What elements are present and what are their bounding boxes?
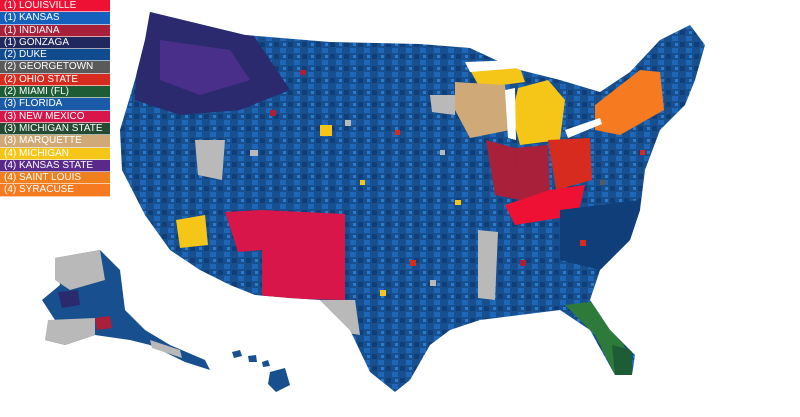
speckle (410, 260, 416, 266)
region-nevada-gray (195, 140, 225, 180)
region-california-yellow (176, 215, 208, 248)
lake-erie (565, 118, 602, 138)
speckle (600, 180, 605, 185)
legend-item-kansas: (1) KANSAS (0, 12, 110, 25)
region-michigan (512, 80, 565, 145)
speckle (250, 150, 258, 156)
region-ohio (548, 138, 592, 190)
speckle (440, 150, 445, 155)
region-plains-gray (430, 95, 455, 115)
legend-item-marquette: (3) MARQUETTE (0, 135, 110, 148)
legend-item-louisville: (1) LOUISVILLE (0, 0, 110, 13)
region-southeast-duke (560, 200, 640, 270)
legend-item-duke: (2) DUKE (0, 49, 110, 62)
speckle (345, 120, 351, 126)
lake-michigan (505, 88, 516, 140)
region-wisconsin (455, 82, 510, 138)
region-texas-gray (320, 300, 360, 335)
speckle (395, 130, 400, 135)
speckle (520, 260, 526, 266)
legend-item-miami-fl: (2) MIAMI (FL) (0, 86, 110, 99)
legend-item-kansas-state: (4) KANSAS STATE (0, 159, 110, 173)
hawaii-island-1 (232, 350, 242, 358)
hawaii (232, 350, 290, 392)
legend-item-indiana: (1) INDIANA (0, 24, 110, 37)
contiguous-us (120, 12, 705, 392)
region-northwest-kstate (160, 40, 250, 95)
speckle (580, 240, 586, 246)
legend: (1) LOUISVILLE (1) KANSAS (1) INDIANA (1… (0, 0, 110, 197)
alaska-gray (55, 250, 105, 290)
speckle (300, 70, 306, 75)
alaska-red (95, 316, 112, 330)
region-miami (612, 345, 632, 375)
region-south-gray (478, 230, 498, 300)
speckle (640, 150, 645, 155)
hawaii-island-2 (248, 355, 257, 362)
legend-item-ohio-state: (2) OHIO STATE (0, 73, 110, 87)
region-indiana (515, 145, 550, 200)
legend-item-michigan: (4) MICHIGAN (0, 147, 110, 160)
speckle (430, 280, 436, 286)
legend-item-georgetown: (2) GEORGETOWN (0, 61, 110, 74)
region-arizona-new-mexico (225, 210, 262, 252)
alaska-purple (58, 290, 80, 308)
region-illinois-indiana (486, 140, 520, 200)
speckle (270, 110, 276, 116)
hawaii-island-3 (262, 360, 270, 367)
region-michigan-up (470, 68, 525, 88)
legend-item-florida: (3) FLORIDA (0, 98, 110, 111)
alaska (42, 250, 210, 370)
region-new-mexico (262, 210, 345, 300)
alaska-gray-panhandle (150, 340, 182, 358)
legend-item-new-mexico: (3) NEW MEXICO (0, 110, 110, 123)
region-new-york (595, 70, 664, 135)
speckle (380, 290, 386, 296)
alaska-gray-south (45, 318, 95, 345)
legend-item-michigan-state: (3) MICHIGAN STATE (0, 122, 110, 136)
legend-item-saint-louis: (4) SAINT LOUIS (0, 172, 110, 185)
region-ne-yellow (320, 125, 332, 136)
lake-superior (465, 60, 520, 72)
legend-item-syracuse: (4) SYRACUSE (0, 184, 110, 197)
speckle (360, 180, 365, 185)
legend-item-gonzaga: (1) GONZAGA (0, 36, 110, 50)
speckle (455, 200, 461, 205)
hawaii-island-4 (268, 368, 290, 392)
